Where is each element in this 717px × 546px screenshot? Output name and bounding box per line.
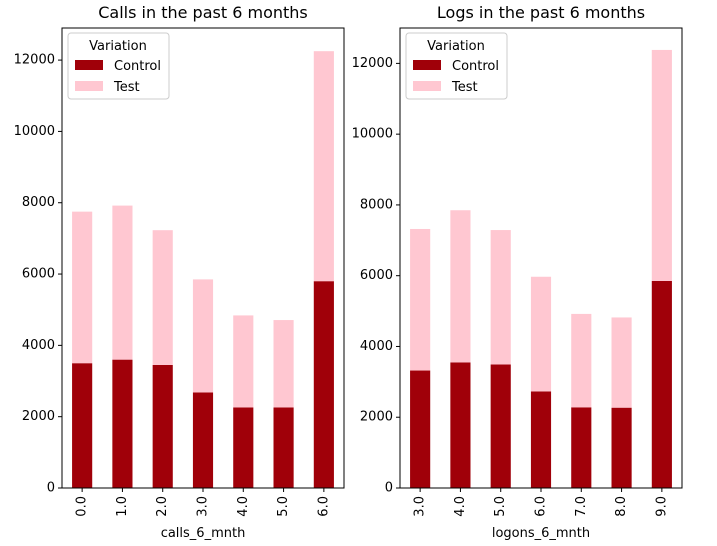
x-tick-label: 3.0 [413,496,428,517]
chart-title: Logs in the past 6 months [437,3,645,22]
x-tick-label: 4.0 [236,496,251,517]
legend-title: Variation [427,39,485,54]
bar-test-5.0 [490,230,511,365]
legend-label-test: Test [113,80,140,95]
y-tick-label: 6000 [360,268,393,283]
bar-test-6.0 [530,276,552,392]
bar-test-0.0 [72,211,93,364]
y-tick-label: 12000 [14,53,55,68]
y-tick-label: 2000 [22,409,55,424]
y-tick-label: 6000 [22,267,55,282]
x-tick-label: 1.0 [115,496,130,517]
bar-control-6.0 [530,391,552,488]
legend-swatch-test [75,81,103,91]
x-tick-label: 4.0 [453,496,468,517]
bar-test-8.0 [611,317,632,408]
y-tick-label: 10000 [352,127,393,142]
x-axis-label: logons_6_mnth [492,526,590,541]
legend-label-test: Test [451,80,478,95]
y-tick-label: 0 [385,481,393,496]
bar-test-3.0 [410,228,431,371]
y-tick-label: 2000 [360,410,393,425]
bar-test-1.0 [112,205,133,360]
plot-frame [399,27,683,489]
bar-control-0.0 [72,363,93,488]
x-tick-label: 2.0 [155,496,170,517]
legend-label-control: Control [452,59,499,74]
x-tick-label: 0.0 [75,496,90,517]
bar-control-4.0 [233,407,254,488]
x-tick-label: 3.0 [196,496,211,517]
y-tick-label: 10000 [14,124,55,139]
bar-control-4.0 [450,362,471,488]
bar-test-4.0 [450,210,471,363]
legend-title: Variation [89,39,147,54]
y-tick-label: 12000 [352,56,393,71]
bar-test-2.0 [152,230,173,365]
legend-swatch-test [413,81,441,91]
y-tick-label: 4000 [360,339,393,354]
bar-control-2.0 [152,364,173,488]
bar-control-9.0 [651,281,672,488]
x-tick-label: 5.0 [276,496,291,517]
bar-test-3.0 [192,279,214,393]
chart-title: Calls in the past 6 months [98,3,308,22]
x-tick-label: 6.0 [316,496,331,517]
legend-label-control: Control [114,59,161,74]
legend-swatch-control [75,60,103,70]
legend-swatch-control [413,60,441,70]
y-tick-label: 0 [47,481,55,496]
bar-control-5.0 [273,407,294,488]
bar-test-6.0 [313,51,334,282]
x-tick-label: 6.0 [534,496,549,517]
y-tick-label: 8000 [22,195,55,210]
chart-logons: 3.0 4.0 5.0 6.0 7.0 8.0 9.0 0 2000 4000 6000 8000 10… [352,3,683,541]
bar-control-7.0 [571,407,592,488]
plot-frame [61,27,345,489]
bar-control-3.0 [410,370,431,488]
chart-calls: 0.0 1.0 2.0 3.0 4.0 5.0 6.0 0 2000 4000 6000 8000 10… [14,3,345,541]
bar-test-7.0 [571,313,592,408]
x-tick-label: 5.0 [493,496,508,517]
bar-control-1.0 [112,359,133,488]
bar-control-6.0 [313,281,334,488]
x-axis-label: calls_6_mnth [161,526,246,541]
y-tick-label: 4000 [22,338,55,353]
bar-control-3.0 [192,392,214,488]
x-tick-label: 8.0 [614,496,629,517]
y-tick-label: 8000 [360,197,393,212]
x-tick-label: 7.0 [574,496,589,517]
x-tick-label: 9.0 [654,496,669,517]
bar-test-9.0 [651,49,672,281]
bar-control-5.0 [490,364,511,488]
bar-test-5.0 [273,320,294,408]
bar-control-8.0 [611,407,632,488]
bar-test-4.0 [233,315,254,408]
